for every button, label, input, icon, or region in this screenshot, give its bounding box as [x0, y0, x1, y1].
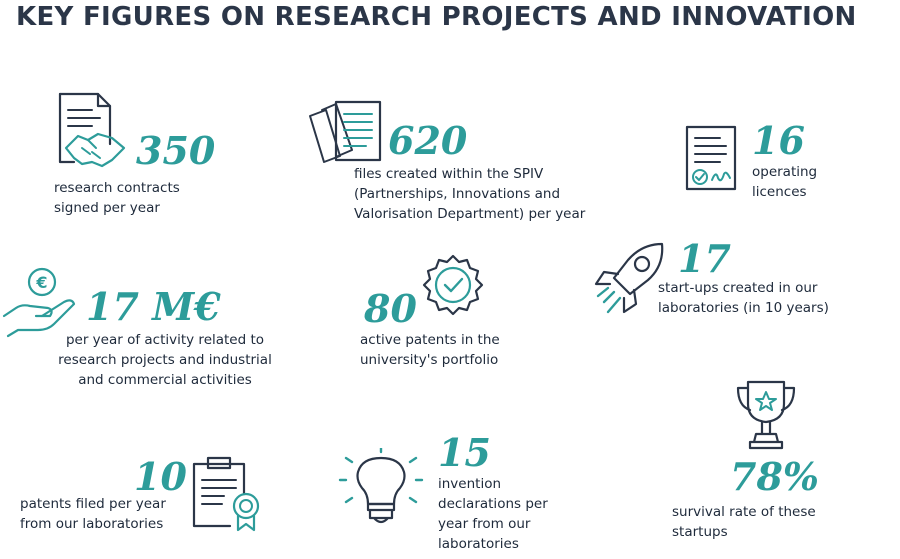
files-stack-icon: [306, 100, 386, 170]
lightbulb-icon: [338, 448, 424, 534]
svg-text:€: €: [35, 273, 47, 292]
stat-label-survival: survival rate of these startups: [672, 504, 816, 540]
stat-label-contracts: research contracts signed per year: [54, 180, 180, 216]
stat-label-licences: operating licences: [752, 164, 818, 200]
stat-label-startups: start-ups created in our laboratories (i…: [658, 280, 829, 316]
trophy-icon: [734, 378, 798, 452]
rocket-icon: [592, 240, 666, 322]
stat-value-contracts: 350: [136, 128, 216, 173]
stat-value-patents-filed: 10: [134, 454, 187, 499]
contract-handshake-icon: [52, 88, 132, 172]
patent-certificate-icon: [190, 456, 270, 532]
stat-label-files: files created within the SPIV (Partnersh…: [354, 166, 586, 222]
stat-label-patents-filed: patents filed per year from our laborato…: [20, 496, 166, 532]
stat-value-activity: 17 M€: [86, 284, 221, 329]
certified-badge-icon: [422, 254, 484, 316]
page-title: KEY FIGURES ON RESEARCH PROJECTS AND INN…: [16, 2, 857, 32]
stat-label-activity: per year of activity related to research…: [58, 332, 272, 388]
stat-value-patents-active: 80: [364, 286, 417, 331]
stat-value-startups: 17: [678, 236, 731, 281]
stat-value-files: 620: [388, 118, 468, 163]
stat-value-survival: 78%: [730, 454, 819, 499]
stat-value-inventions: 15: [438, 430, 491, 475]
stat-value-licences: 16: [752, 118, 805, 163]
stat-label-patents-active: active patents in the university's portf…: [360, 332, 500, 368]
hand-euro-icon: €: [2, 266, 82, 338]
stat-label-inventions: invention declarations per year from our…: [438, 476, 548, 552]
licence-document-icon: [684, 124, 740, 194]
